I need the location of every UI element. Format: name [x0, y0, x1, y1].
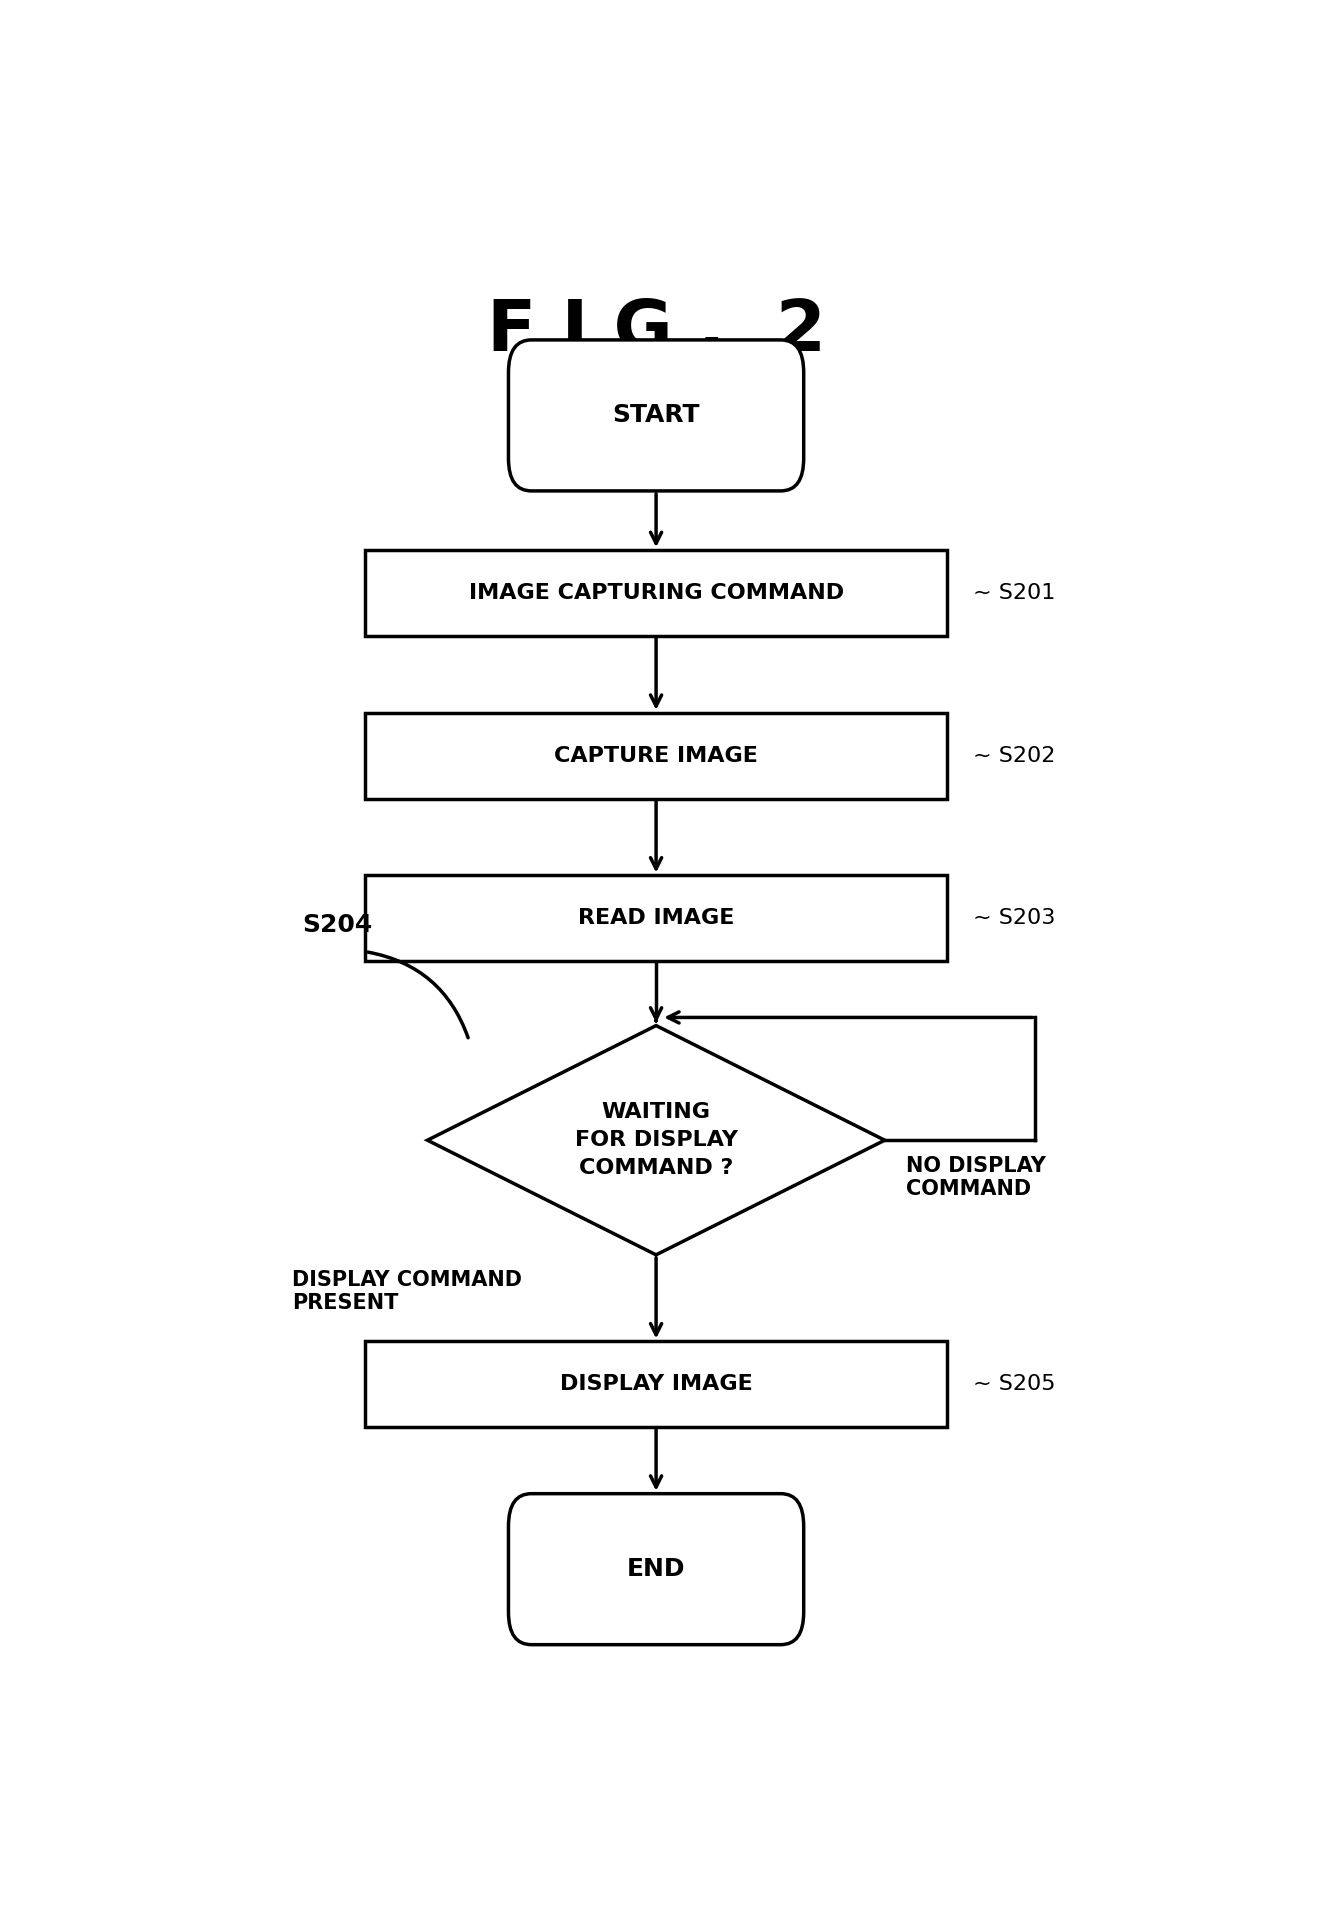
Text: WAITING
FOR DISPLAY
COMMAND ?: WAITING FOR DISPLAY COMMAND ? [574, 1103, 738, 1178]
Text: START: START [613, 403, 700, 426]
Text: END: END [626, 1558, 685, 1581]
Text: CAPTURE IMAGE: CAPTURE IMAGE [554, 745, 758, 766]
Text: DISPLAY COMMAND
PRESENT: DISPLAY COMMAND PRESENT [292, 1270, 523, 1312]
Bar [365, 713, 947, 799]
Text: ~ S202: ~ S202 [974, 745, 1055, 766]
Bar [365, 549, 947, 636]
Text: ~ S201: ~ S201 [974, 582, 1055, 603]
Text: S204: S204 [303, 912, 373, 937]
Text: READ IMAGE: READ IMAGE [578, 909, 735, 928]
Text: DISPLAY IMAGE: DISPLAY IMAGE [559, 1374, 752, 1395]
Polygon shape [428, 1026, 885, 1254]
Text: NO DISPLAY
COMMAND: NO DISPLAY COMMAND [905, 1156, 1046, 1199]
FancyBboxPatch shape [508, 340, 803, 492]
Text: F I G .  2: F I G . 2 [487, 298, 826, 367]
FancyBboxPatch shape [508, 1495, 803, 1644]
Text: IMAGE CAPTURING COMMAND: IMAGE CAPTURING COMMAND [468, 582, 843, 603]
Bar [365, 876, 947, 960]
Text: ~ S203: ~ S203 [974, 909, 1055, 928]
Text: ~ S205: ~ S205 [974, 1374, 1055, 1395]
Bar [365, 1341, 947, 1427]
